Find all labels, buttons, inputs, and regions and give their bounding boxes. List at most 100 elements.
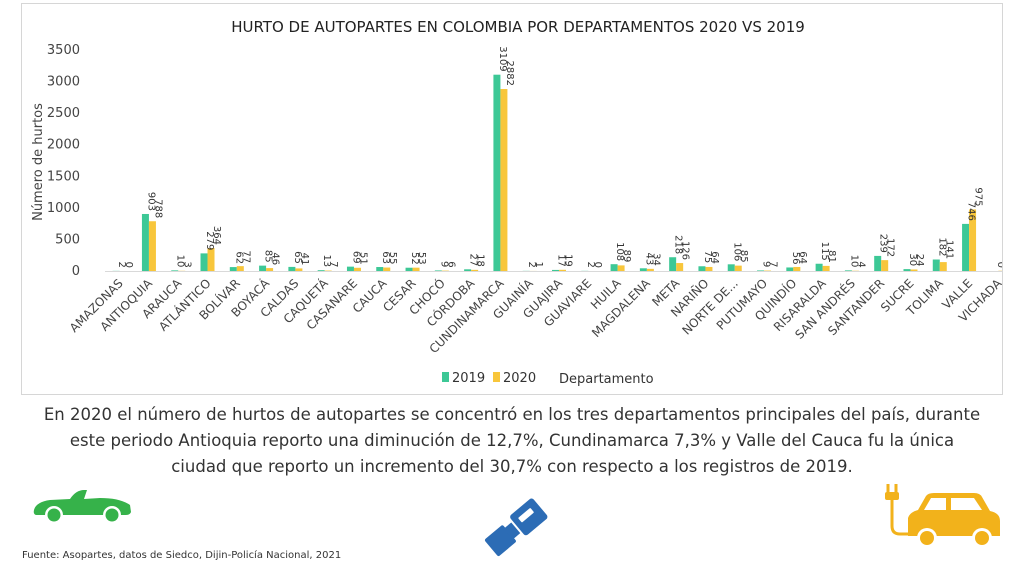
bar-2020: [148, 221, 156, 271]
bar-2019: [171, 270, 179, 271]
chart-title: HURTO DE AUTOPARTES EN COLOMBIA POR DEPA…: [231, 18, 805, 36]
data-label-2019: 9: [761, 261, 772, 267]
data-label-2020: 788: [152, 199, 163, 218]
data-label-2020: 7: [328, 261, 339, 267]
bar-2019: [903, 269, 911, 271]
bar-2019: [698, 266, 706, 271]
data-label-2020: 6: [445, 261, 456, 267]
bar-2020: [236, 266, 244, 271]
bar-2020: [646, 268, 654, 271]
data-label-2020: 34: [650, 253, 661, 266]
y-tick-label: 500: [55, 232, 80, 247]
data-label-2020: 85: [738, 250, 749, 263]
seatbelt-buckle-icon: [484, 498, 548, 556]
bar-2020: [939, 262, 947, 271]
bar-2019: [669, 257, 677, 271]
data-label-2019: 279: [204, 231, 215, 250]
bar-2020: [881, 260, 889, 271]
bar-2020: [734, 265, 742, 271]
bar-2019: [259, 265, 267, 271]
bar-2019: [786, 267, 794, 271]
data-label-2019: 30: [907, 253, 918, 266]
bar-2020: [705, 266, 713, 271]
bar-2020: [910, 269, 918, 271]
data-label-2020: 41: [299, 253, 310, 266]
data-label-2019: 75: [702, 251, 713, 264]
data-label-2019: 239: [878, 234, 889, 253]
y-tick-label: 3000: [47, 75, 80, 90]
bar-2019: [932, 259, 940, 271]
data-label-2020: 4: [855, 261, 866, 267]
bar-2019: [727, 264, 735, 271]
y-axis-label: Número de hurtos: [31, 103, 46, 221]
bar-2019: [610, 264, 618, 271]
bar-2020: [676, 263, 684, 271]
bar-2020: [822, 265, 830, 271]
bar-2019: [552, 269, 559, 271]
data-label-2019: 52: [409, 252, 420, 265]
bar-2020: [617, 265, 625, 271]
bar-2020: [353, 267, 361, 271]
bar-2020: [412, 267, 420, 271]
data-label-2019: 27: [468, 254, 479, 267]
data-label-2019: 65: [292, 251, 303, 264]
data-label-2020: 975: [973, 187, 984, 206]
data-label-2020: 55: [387, 252, 398, 265]
chart-frame: HURTO DE AUTOPARTES EN COLOMBIA POR DEPA…: [21, 3, 1003, 395]
data-label-2020: 46: [270, 252, 281, 265]
data-label-2019: 2: [585, 261, 596, 267]
data-label-2020: 126: [680, 241, 691, 260]
data-label-2020: 0: [123, 262, 134, 268]
data-label-2020: 3: [182, 261, 193, 267]
bar-2019: [376, 267, 384, 271]
bar-2020: [383, 267, 391, 271]
data-label-2019: 13: [321, 254, 332, 267]
summary-text: En 2020 el número de hurtos de autoparte…: [43, 405, 981, 476]
data-label-2020: 1: [533, 262, 544, 268]
y-tick-label: 1000: [47, 201, 80, 216]
data-label-2020: 51: [357, 252, 368, 265]
data-label-2019: 3109: [497, 46, 508, 71]
data-label-2020: 7: [768, 261, 779, 267]
data-label-2019: 903: [145, 192, 156, 211]
bar-2019: [639, 268, 647, 271]
data-label-2019: 106: [731, 242, 742, 261]
bar-2019: [317, 270, 325, 271]
legend-label-2019: 2019: [452, 371, 485, 386]
data-label-2019: 0: [995, 262, 1002, 268]
data-label-2019: 56: [790, 252, 801, 265]
data-label-2020: 141: [943, 240, 954, 259]
y-tick-label: 3500: [47, 43, 80, 58]
bar-2020: [793, 266, 801, 271]
bar-2019: [200, 253, 208, 271]
y-tick-label: 2500: [47, 106, 80, 121]
bar-2019: [346, 266, 354, 271]
data-label-2019: 10: [848, 255, 859, 268]
data-label-2019: 9: [438, 261, 449, 267]
legend-swatch-2019: [442, 372, 449, 382]
bar-2020: [471, 269, 479, 271]
data-label-2019: 63: [380, 251, 391, 264]
data-label-2020: 2882: [504, 61, 515, 86]
bar-2019: [815, 263, 823, 271]
legend-swatch-2020: [493, 372, 500, 382]
bar-2019: [141, 213, 149, 271]
bar-2019: [434, 270, 442, 271]
data-label-2020: 53: [416, 252, 427, 265]
data-label-2019: 2: [526, 261, 537, 267]
data-label-2019: 218: [673, 235, 684, 254]
bar-2020: [500, 89, 508, 272]
bar-2019: [229, 267, 237, 271]
bar-2020: [969, 209, 977, 271]
data-label-2020: 64: [709, 251, 720, 264]
data-label-2020: 172: [885, 238, 896, 257]
bar-2019: [874, 255, 882, 271]
bar-2019: [962, 223, 970, 271]
data-label-2020: 81: [826, 250, 837, 263]
data-label-2019: 69: [350, 251, 361, 264]
data-label-2019: 10: [175, 255, 186, 268]
data-label-2020: 24: [914, 254, 925, 267]
data-label-2020: 89: [621, 250, 632, 263]
bar-chart: HURTO DE AUTOPARTES EN COLOMBIA POR DEPA…: [31, 18, 1002, 387]
source-note: Fuente: Asopartes, datos de Siedco, Diji…: [22, 550, 342, 561]
